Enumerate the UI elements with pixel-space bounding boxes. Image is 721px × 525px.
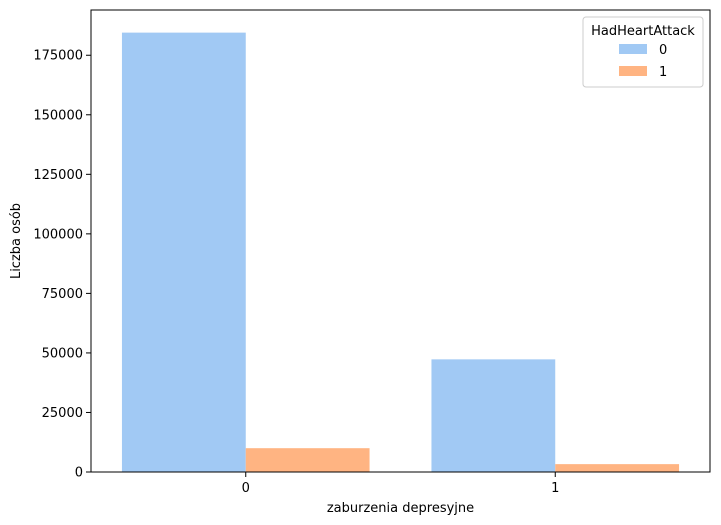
y-axis-label: Liczba osób <box>9 203 24 279</box>
bars-layer <box>121 32 680 472</box>
legend-swatch-1 <box>619 66 647 76</box>
x-tick-label: 1 <box>551 481 559 496</box>
legend-label-0: 0 <box>659 43 667 58</box>
bar-series-1-cat-1 <box>555 464 680 472</box>
y-tick-label: 25000 <box>42 406 83 421</box>
y-tick-label: 75000 <box>42 287 83 302</box>
y-tick-label: 100000 <box>33 227 83 242</box>
legend-swatch-0 <box>619 44 647 54</box>
y-tick-label: 175000 <box>33 49 83 64</box>
bar-series-1-cat-0 <box>245 448 370 472</box>
y-tick-label: 0 <box>75 466 83 481</box>
y-tick-label: 150000 <box>33 108 83 123</box>
y-tick-label: 50000 <box>42 346 83 361</box>
bar-series-0-cat-1 <box>431 359 556 472</box>
y-tick-label: 125000 <box>33 168 83 183</box>
legend: HadHeartAttack 0 1 <box>582 16 704 88</box>
y-axis-ticks: 0 25000 50000 75000 100000 125000 150000 175000 <box>33 49 91 481</box>
legend-label-1: 1 <box>659 65 667 80</box>
x-tick-label: 0 <box>242 481 250 496</box>
legend-title: HadHeartAttack <box>591 24 695 39</box>
bar-series-0-cat-0 <box>121 32 246 472</box>
x-axis-label: zaburzenia depresyjne <box>327 501 474 516</box>
plot-area-frame <box>90 9 711 473</box>
